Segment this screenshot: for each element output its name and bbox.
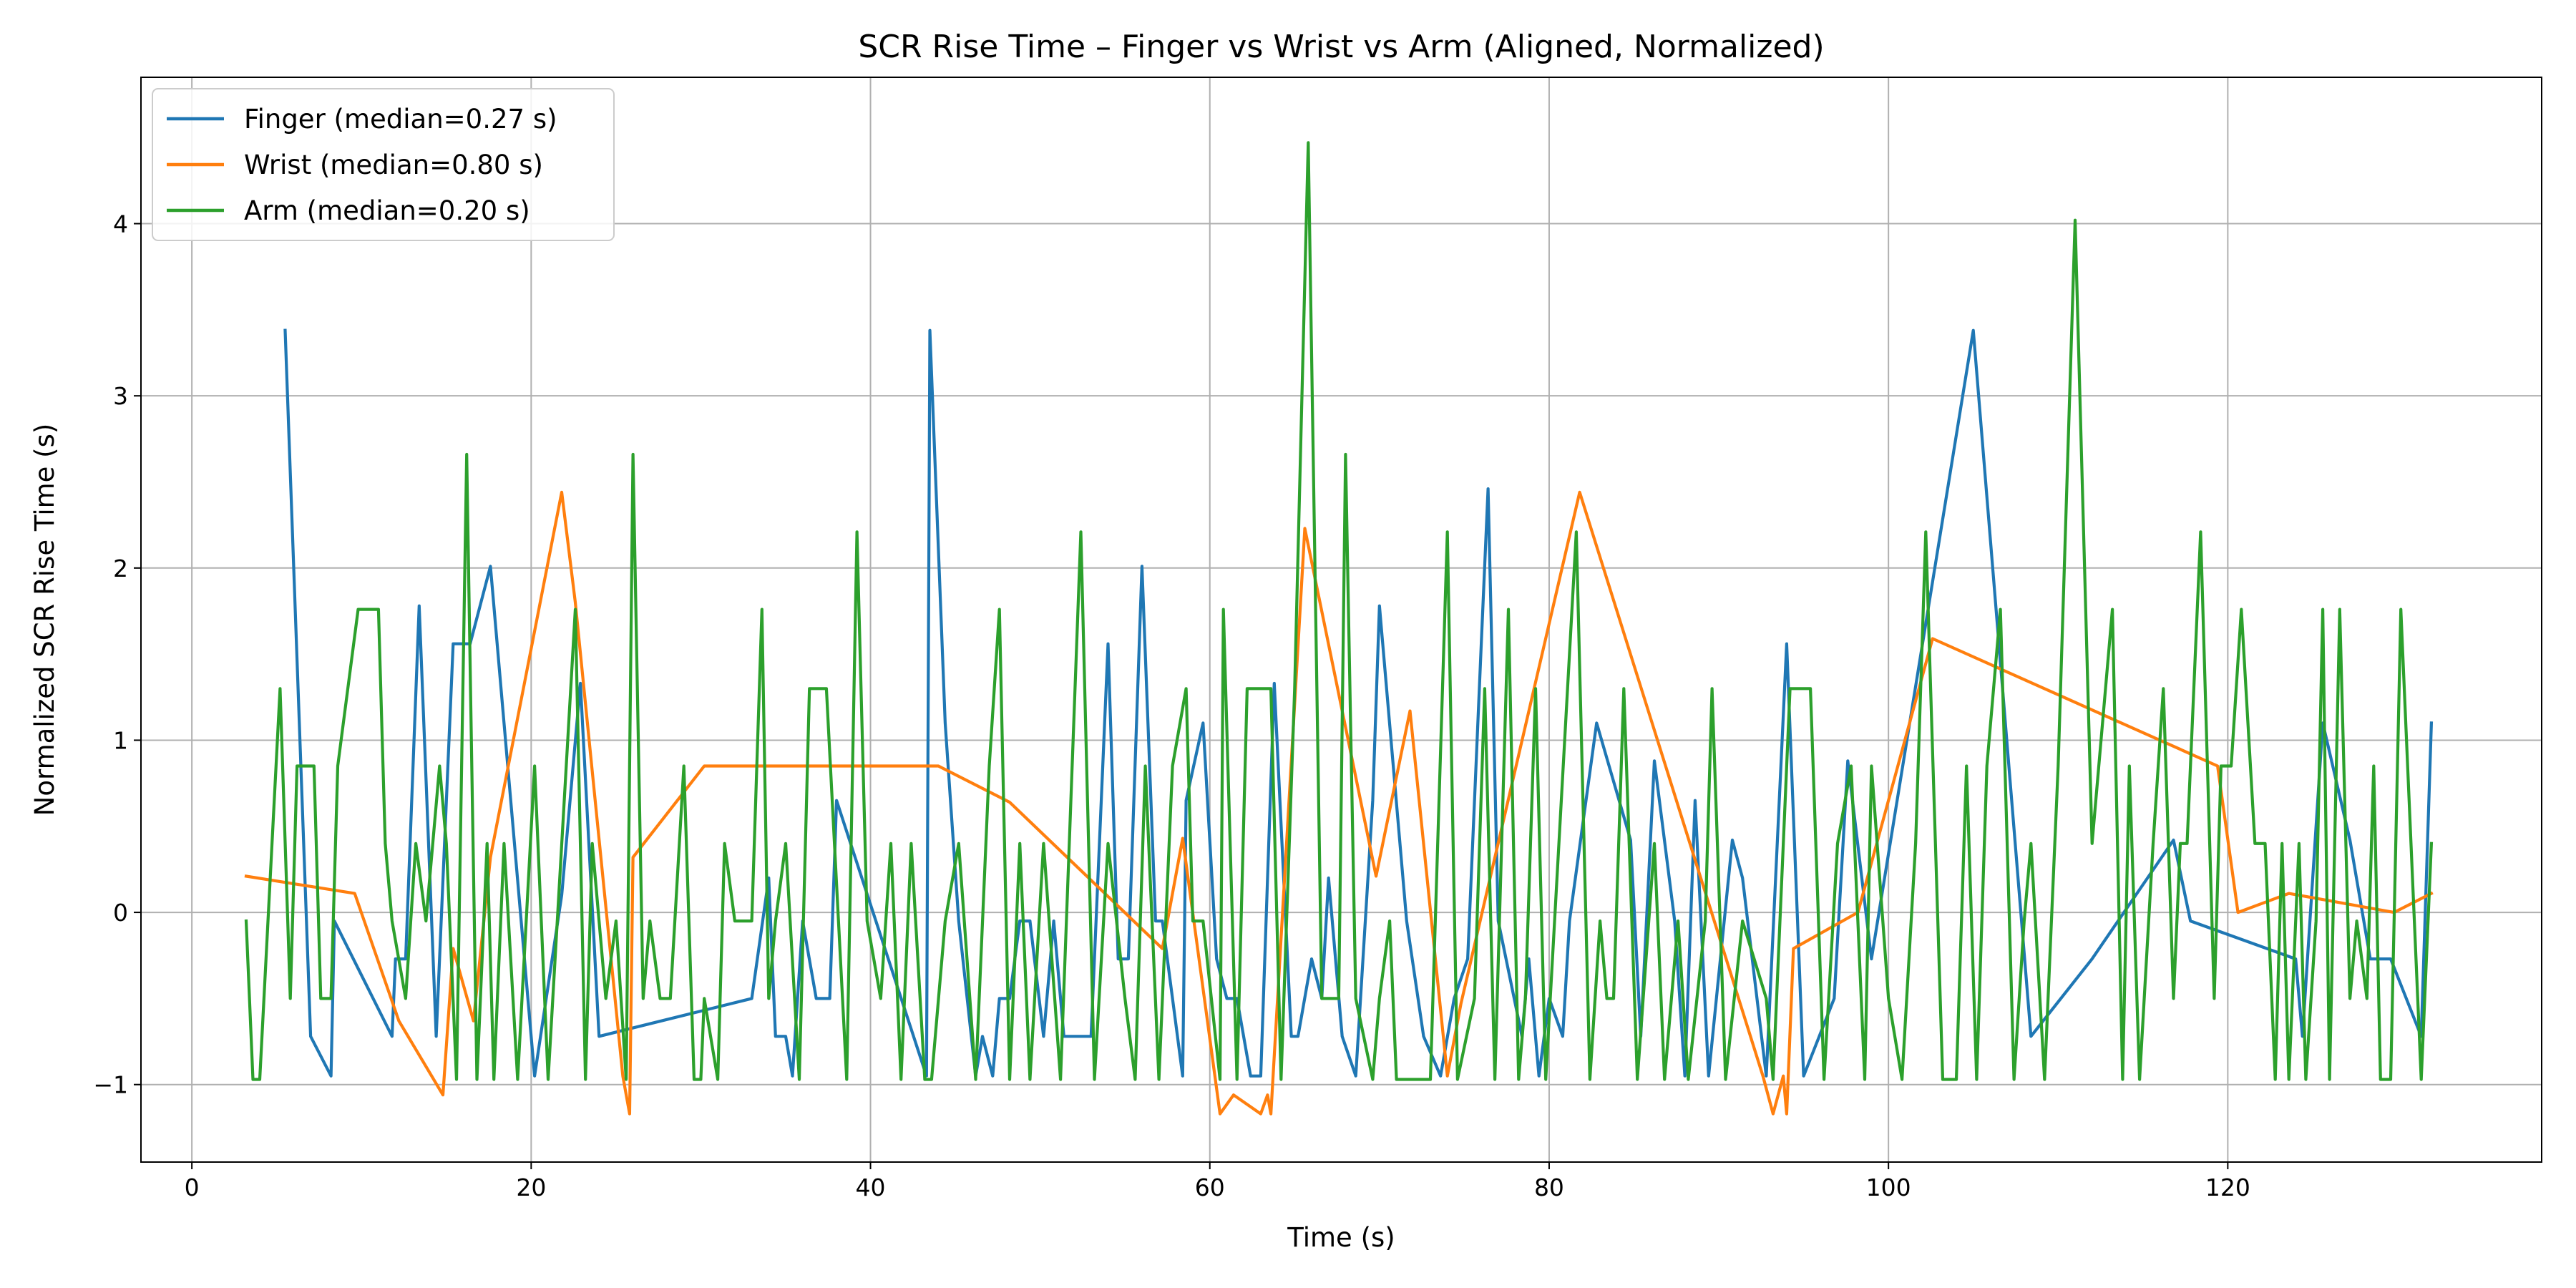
axis-ticks: 0 20 40 60 80 100 120 −1 0 1 2 3 4: [93, 210, 2250, 1201]
x-tick-label: 120: [2205, 1174, 2250, 1201]
x-tick-label: 40: [856, 1174, 886, 1201]
series-line-2: [244, 490, 2434, 1116]
legend-label: Finger (median=0.27 s): [244, 104, 557, 135]
y-tick-label: 4: [113, 210, 128, 238]
x-axis-title: Time (s): [1287, 1222, 1395, 1253]
y-tick-label: −1: [93, 1071, 128, 1099]
y-tick-label: 1: [113, 726, 128, 754]
x-tick-label: 60: [1195, 1174, 1225, 1201]
legend: Finger (median=0.27 s) Wrist (median=0.80…: [152, 88, 615, 241]
chart-title: SCR Rise Time – Finger vs Wrist vs Arm (…: [858, 29, 1824, 65]
legend-box: [152, 88, 615, 241]
x-tick-label: 0: [185, 1174, 200, 1201]
series-line-3: [244, 141, 2434, 1081]
legend-label: Arm (median=0.20 s): [244, 195, 530, 226]
x-tick-label: 20: [516, 1174, 546, 1201]
y-axis-title: Normalized SCR Rise Time (s): [29, 424, 60, 816]
y-tick-label: 0: [113, 899, 128, 927]
x-tick-label: 80: [1534, 1174, 1564, 1201]
x-tick-label: 100: [1866, 1174, 1911, 1201]
y-tick-label: 2: [113, 555, 128, 582]
series-layer: [244, 141, 2434, 1116]
y-tick-label: 3: [113, 382, 128, 410]
plot-area-frame: [140, 77, 2542, 1163]
legend-label: Wrist (median=0.80 s): [244, 150, 543, 180]
series-line-1: [283, 328, 2434, 1078]
